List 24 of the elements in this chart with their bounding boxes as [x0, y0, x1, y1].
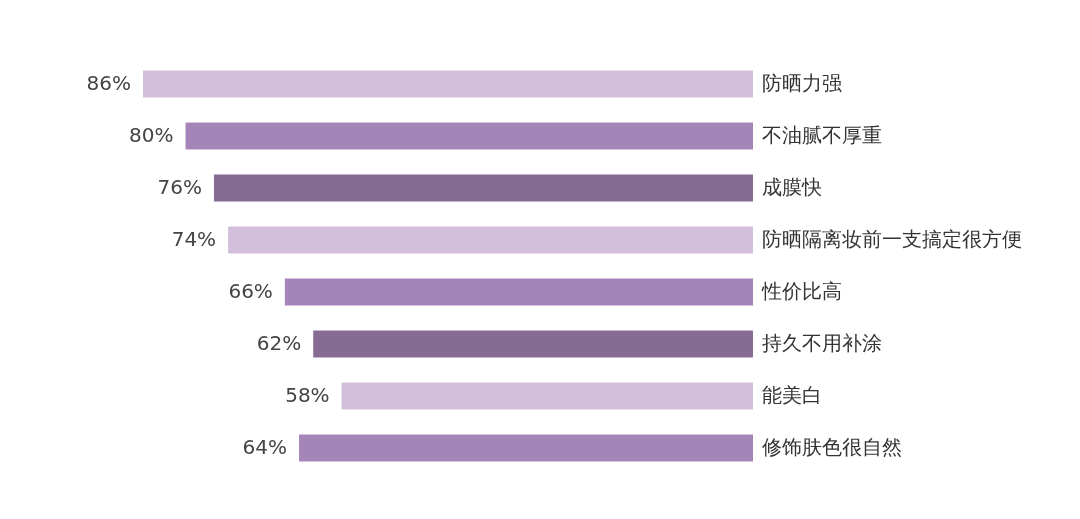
y-tick-label: 成膜快: [761, 175, 822, 199]
y-tick-label: 性价比高: [760, 279, 842, 303]
y-tick-label: 持久不用补涂: [761, 331, 882, 355]
data-label: 58%: [285, 383, 330, 407]
data-label: 64%: [242, 435, 288, 459]
bar: [228, 226, 753, 254]
data-label: 80%: [129, 123, 174, 147]
y-tick-label: 防晒力强: [761, 71, 842, 95]
y-tick-label: 修饰肤色很自然: [761, 435, 902, 459]
bar: [284, 278, 753, 306]
data-label: 76%: [157, 175, 202, 199]
data-label: 62%: [256, 331, 302, 355]
y-tick-label: 防晒隔离妆前一支搞定很方便: [761, 227, 1022, 251]
y-tick-label: 能美白: [761, 383, 822, 407]
bar: [299, 434, 753, 462]
data-label: 86%: [86, 71, 131, 95]
bar: [185, 122, 753, 150]
bar: [313, 330, 753, 358]
bar: [213, 174, 753, 202]
bar: [143, 70, 753, 98]
y-tick-label: 不油腻不厚重: [761, 123, 882, 147]
data-label: 74%: [171, 227, 217, 251]
bar: [341, 382, 753, 410]
data-label: 66%: [228, 279, 273, 303]
